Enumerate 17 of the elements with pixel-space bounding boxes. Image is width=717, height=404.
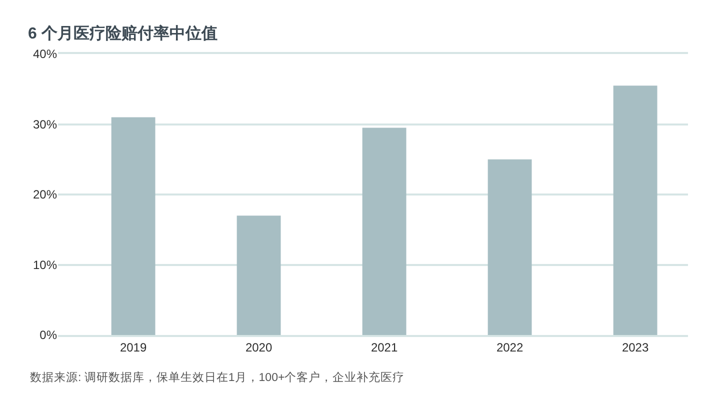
bar [111,117,156,335]
bar [236,216,281,335]
x-tick-label: 2019 [120,340,147,354]
x-tick-label: 2021 [370,340,398,354]
y-tick-label: 0% [40,328,58,342]
x-tick-label: 2022 [496,340,524,354]
bar [613,86,658,335]
bar [362,128,406,335]
x-tick-label: 2023 [622,340,649,354]
y-tick-label: 20% [32,188,58,202]
source-note: 数据来源: 调研数据库，保单生效日在1月，100+个客户，企业补充医疗 [30,370,405,384]
y-tick-label: 40% [32,47,58,62]
y-tick-label: 30% [32,117,58,132]
chart-title: 6 个月医疗险赔付率中位值 [28,24,218,43]
y-tick-label: 10% [32,258,58,272]
bar [488,159,532,335]
x-tick-label: 2020 [245,340,272,354]
